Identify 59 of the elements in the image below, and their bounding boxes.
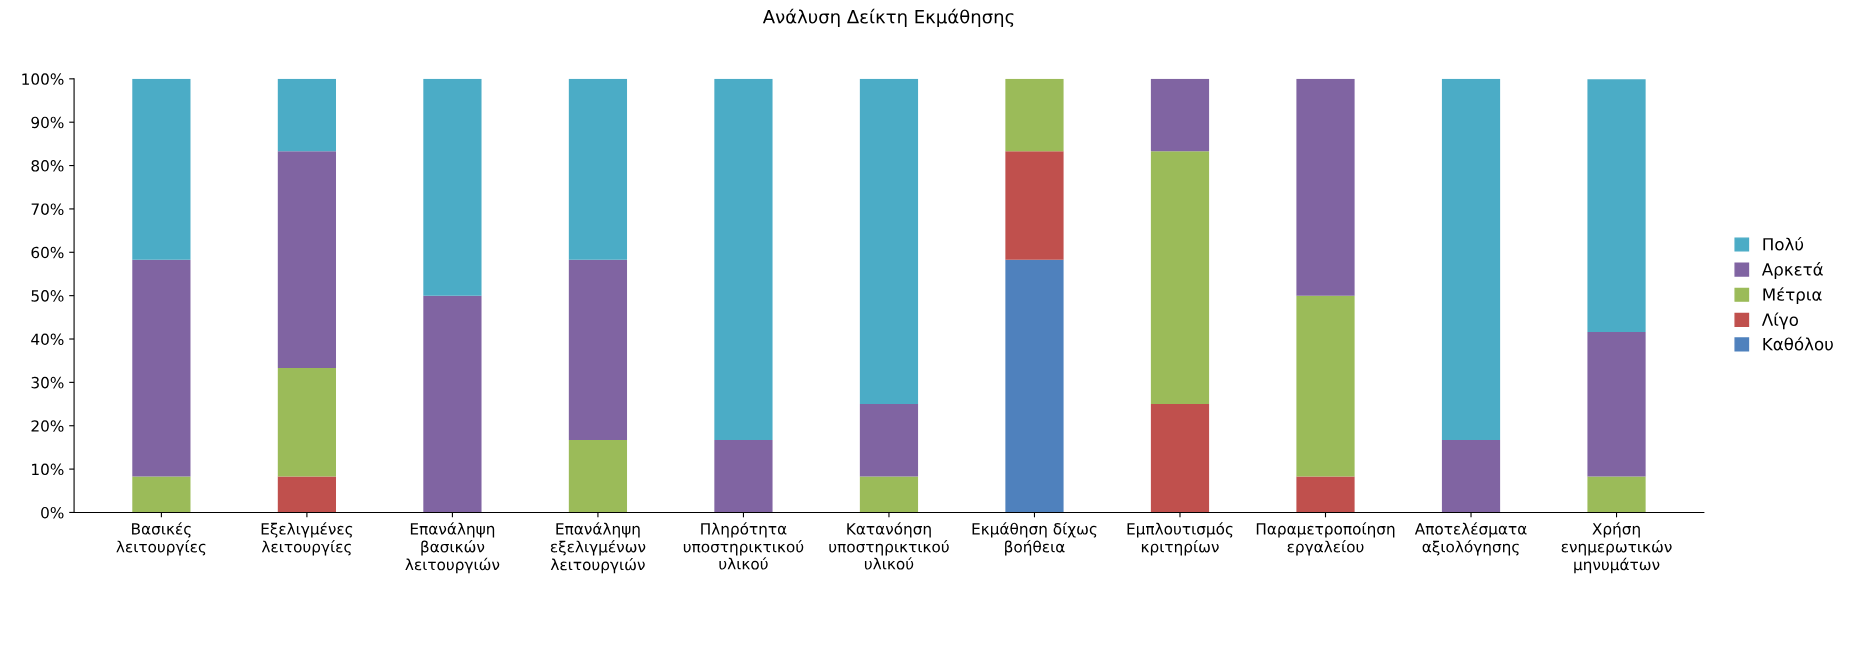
bar — [1441, 78, 1501, 441]
bar — [1587, 476, 1646, 513]
x-tick-label: Επανάληψη εξελιγμένων λειτουργιών — [550, 522, 646, 574]
bar — [132, 78, 191, 260]
bar — [859, 476, 919, 513]
x-tick-label: Αποτελέσματα αξιολόγησης — [1414, 522, 1527, 556]
legend-label: Μέτρια — [1763, 287, 1822, 305]
legend-label: Αρκετά — [1761, 262, 1823, 279]
y-tick-label: 90% — [31, 116, 64, 129]
bar — [277, 151, 337, 369]
x-tick-label: Πληρότητα υποστηρικτικού υλικού — [683, 522, 804, 570]
chart-title: Ανάλυση Δείκτη Εκμάθησης — [762, 8, 1014, 28]
x-tick-label: Επανάληψη βασικών λειτουργιών — [405, 522, 500, 574]
bar — [132, 476, 191, 513]
bar — [1150, 404, 1210, 513]
x-tick-label: Βασικές λειτουργίες — [116, 522, 206, 556]
y-tick-label: 40% — [31, 333, 64, 346]
x-tick-label: Εκμάθηση δίχως βοήθεια — [972, 522, 1097, 556]
bar — [1005, 151, 1064, 260]
bar — [1296, 78, 1355, 296]
bar — [277, 78, 337, 152]
bar — [423, 78, 482, 296]
y-tick-label: 60% — [31, 246, 64, 259]
bar — [859, 78, 919, 405]
bar — [568, 78, 628, 260]
legend-label: Λίγο — [1761, 312, 1798, 330]
bar — [568, 259, 628, 441]
bar — [859, 404, 919, 477]
x-tick-label: Κατανόηση υποστηρικτικού υλικού — [829, 522, 949, 570]
y-tick-label: 10% — [32, 463, 64, 476]
x-tick-label: Χρήση ενημερωτικών μηνυμάτων — [1561, 522, 1672, 574]
bar — [1587, 332, 1646, 477]
x-tick-label: Παραμετροποίηση εργαλείου — [1256, 522, 1395, 556]
bar — [1005, 259, 1064, 513]
bar — [1441, 440, 1501, 513]
bar — [1150, 78, 1210, 152]
bar — [1296, 476, 1355, 513]
legend-label: Καθόλου — [1763, 336, 1833, 351]
bar — [277, 476, 337, 513]
bar — [132, 259, 191, 477]
bar — [1150, 151, 1210, 405]
y-tick-label: 70% — [31, 203, 64, 215]
bar — [277, 368, 337, 477]
bar — [1005, 78, 1064, 152]
y-tick-label: 50% — [31, 290, 64, 302]
x-tick-label: Εμπλουτισμός κριτηρίων — [1127, 522, 1233, 556]
bar — [568, 440, 628, 513]
y-tick-label: 30% — [31, 376, 64, 389]
legend-label: Πολύ — [1763, 236, 1804, 251]
bar — [423, 295, 482, 513]
bar — [714, 440, 773, 513]
bar — [1296, 295, 1355, 477]
y-tick-label: 20% — [31, 420, 64, 432]
bar — [714, 78, 773, 441]
x-tick-label: Εξελιγμένες λειτουργίες — [261, 522, 353, 556]
y-tick-label: 80% — [31, 160, 64, 172]
bar — [1587, 79, 1646, 333]
y-tick-label: 100% — [22, 73, 64, 85]
y-tick-label: 0% — [41, 506, 64, 519]
